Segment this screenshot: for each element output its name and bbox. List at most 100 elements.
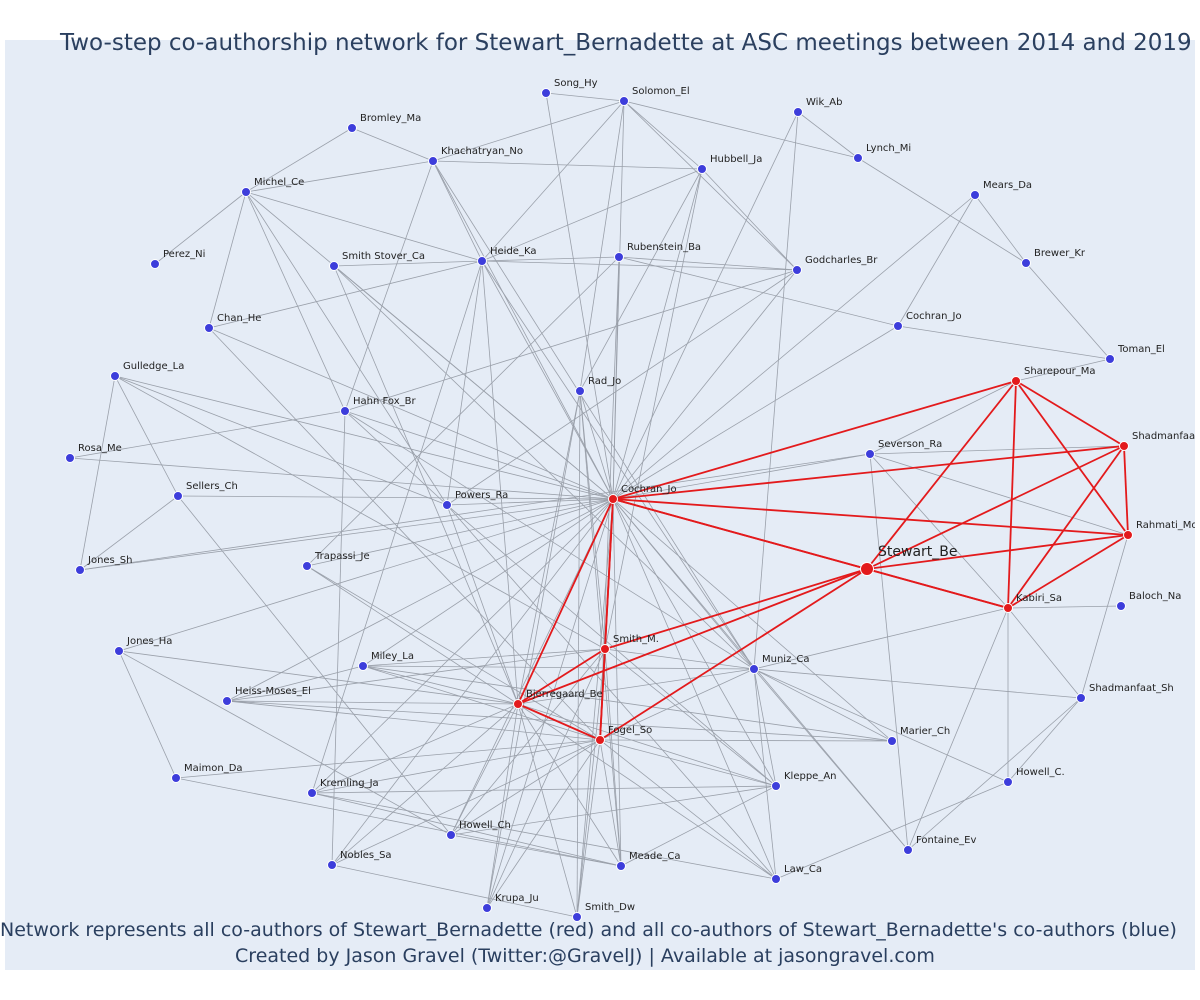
node-fontaine-ev[interactable]: Fontaine_Ev	[903, 835, 977, 855]
node-jones-ha[interactable]: Jones_Ha	[114, 636, 173, 656]
node-marker[interactable]	[1003, 603, 1013, 613]
node-shadmanfaat-sh[interactable]: Shadmanfaat_Sh	[1076, 683, 1174, 703]
node-marker[interactable]	[241, 187, 251, 197]
node-marker[interactable]	[442, 500, 452, 510]
node-muniz-ca[interactable]: Muniz_Ca	[749, 654, 810, 674]
node-wik-ab[interactable]: Wik_Ab	[793, 97, 843, 117]
node-sellers-ch[interactable]: Sellers_Ch	[173, 481, 238, 501]
node-bromley-ma[interactable]: Bromley_Ma	[347, 113, 422, 133]
node-hahn-fox-br[interactable]: Hahn Fox_Br	[340, 396, 417, 416]
node-marker[interactable]	[1011, 376, 1021, 386]
node-marker[interactable]	[697, 164, 707, 174]
node-baloch-na[interactable]: Baloch_Na	[1116, 591, 1182, 611]
node-nobles-sa[interactable]: Nobles_Sa	[327, 850, 392, 870]
node-marker[interactable]	[173, 491, 183, 501]
node-marker[interactable]	[477, 256, 487, 266]
node-marker[interactable]	[575, 386, 585, 396]
node-lynch-mi[interactable]: Lynch_Mi	[853, 143, 912, 163]
node-marker[interactable]	[865, 449, 875, 459]
node-sharepour-ma[interactable]: Sharepour_Ma	[1011, 366, 1096, 386]
node-solomon-el[interactable]: Solomon_El	[619, 86, 690, 106]
node-marker[interactable]	[307, 788, 317, 798]
node-marker[interactable]	[340, 406, 350, 416]
node-marker[interactable]	[793, 107, 803, 117]
node-marker[interactable]	[1119, 441, 1129, 451]
node-marker[interactable]	[150, 259, 160, 269]
node-law-ca[interactable]: Law_Ca	[771, 864, 823, 884]
node-marker[interactable]	[327, 860, 337, 870]
node-powers-ra[interactable]: Powers_Ra	[442, 490, 509, 510]
node-marker[interactable]	[1116, 601, 1126, 611]
node-marker[interactable]	[513, 699, 523, 709]
node-fogel-so[interactable]: Fogel_So	[595, 725, 653, 745]
node-mears-da[interactable]: Mears_Da	[970, 180, 1033, 200]
node-marker[interactable]	[482, 903, 492, 913]
node-marker[interactable]	[595, 735, 605, 745]
node-marker[interactable]	[608, 494, 618, 504]
node-marker[interactable]	[1105, 354, 1115, 364]
node-khachatryan-no[interactable]: Khachatryan_No	[428, 146, 524, 166]
node-marker[interactable]	[75, 565, 85, 575]
node-marker[interactable]	[903, 845, 913, 855]
node-kleppe-an[interactable]: Kleppe_An	[771, 771, 837, 791]
node-marker[interactable]	[110, 371, 120, 381]
node-miley-la[interactable]: Miley_La	[358, 651, 414, 671]
node-rahmati-mo[interactable]: Rahmati_Mo	[1123, 520, 1196, 540]
node-perez-ni[interactable]: Perez_Ni	[150, 249, 206, 269]
node-marker[interactable]	[1076, 693, 1086, 703]
node-marker[interactable]	[446, 830, 456, 840]
node-marker[interactable]	[887, 736, 897, 746]
node-marker[interactable]	[771, 874, 781, 884]
node-rosa-me[interactable]: Rosa_Me	[65, 443, 122, 463]
node-trapassi-je[interactable]: Trapassi_Je	[302, 551, 370, 571]
node-marker[interactable]	[970, 190, 980, 200]
node-kremling-ja[interactable]: Kremling_Ja	[307, 778, 379, 798]
node-brewer-kr[interactable]: Brewer_Kr	[1021, 248, 1086, 268]
node-shadmanfaat[interactable]: Shadmanfaat_	[1119, 431, 1196, 451]
node-maimon-da[interactable]: Maimon_Da	[171, 763, 243, 783]
node-marker[interactable]	[541, 88, 551, 98]
node-howell-ch[interactable]: Howell_Ch	[446, 820, 511, 840]
node-marker[interactable]	[302, 561, 312, 571]
node-marker[interactable]	[572, 912, 582, 922]
node-krupa-ju[interactable]: Krupa_Ju	[482, 893, 539, 913]
node-heide-ka[interactable]: Heide_Ka	[477, 246, 537, 266]
node-marker[interactable]	[771, 781, 781, 791]
node-marker[interactable]	[329, 261, 339, 271]
node-song-hy[interactable]: Song_Hy	[541, 78, 598, 98]
node-godcharles-br[interactable]: Godcharles_Br	[792, 255, 879, 275]
node-jones-sh[interactable]: Jones_Sh	[75, 555, 133, 575]
node-kabiri-sa[interactable]: Kabiri_Sa	[1003, 593, 1063, 613]
node-meade-ca[interactable]: Meade_Ca	[616, 851, 681, 871]
node-hubbell-ja[interactable]: Hubbell_Ja	[697, 154, 763, 174]
node-smith-m[interactable]: Smith_M.	[600, 634, 659, 654]
node-cochran-jo-2[interactable]: Cochran_Jo	[893, 311, 962, 331]
node-bjerregaard-be[interactable]: Bjerregaard_Be	[513, 689, 603, 709]
node-marker[interactable]	[749, 664, 759, 674]
node-marker[interactable]	[616, 861, 626, 871]
node-marker[interactable]	[347, 123, 357, 133]
node-marier-ch[interactable]: Marier_Ch	[887, 726, 951, 746]
node-marker[interactable]	[171, 773, 181, 783]
node-marker[interactable]	[619, 96, 629, 106]
node-marker[interactable]	[222, 696, 232, 706]
node-stewart-be[interactable]: Stewart_Be	[860, 544, 958, 576]
node-michel-ce[interactable]: Michel_Ce	[241, 177, 305, 197]
node-rubenstein-ba[interactable]: Rubenstein_Ba	[614, 242, 702, 262]
node-toman-el[interactable]: Toman_El	[1105, 344, 1165, 364]
node-marker[interactable]	[853, 153, 863, 163]
node-marker[interactable]	[358, 661, 368, 671]
node-marker[interactable]	[204, 323, 214, 333]
node-marker[interactable]	[792, 265, 802, 275]
node-marker[interactable]	[65, 453, 75, 463]
node-marker[interactable]	[893, 321, 903, 331]
node-marker[interactable]	[1021, 258, 1031, 268]
node-marker[interactable]	[114, 646, 124, 656]
node-cochran-jo[interactable]: Cochran_Jo	[608, 484, 677, 504]
node-chan-he[interactable]: Chan_He	[204, 313, 262, 333]
node-marker[interactable]	[428, 156, 438, 166]
node-severson-ra[interactable]: Severson_Ra	[865, 439, 943, 459]
node-marker[interactable]	[1003, 777, 1013, 787]
node-rad-jo[interactable]: Rad_Jo	[575, 376, 622, 396]
node-gulledge-la[interactable]: Gulledge_La	[110, 361, 185, 381]
